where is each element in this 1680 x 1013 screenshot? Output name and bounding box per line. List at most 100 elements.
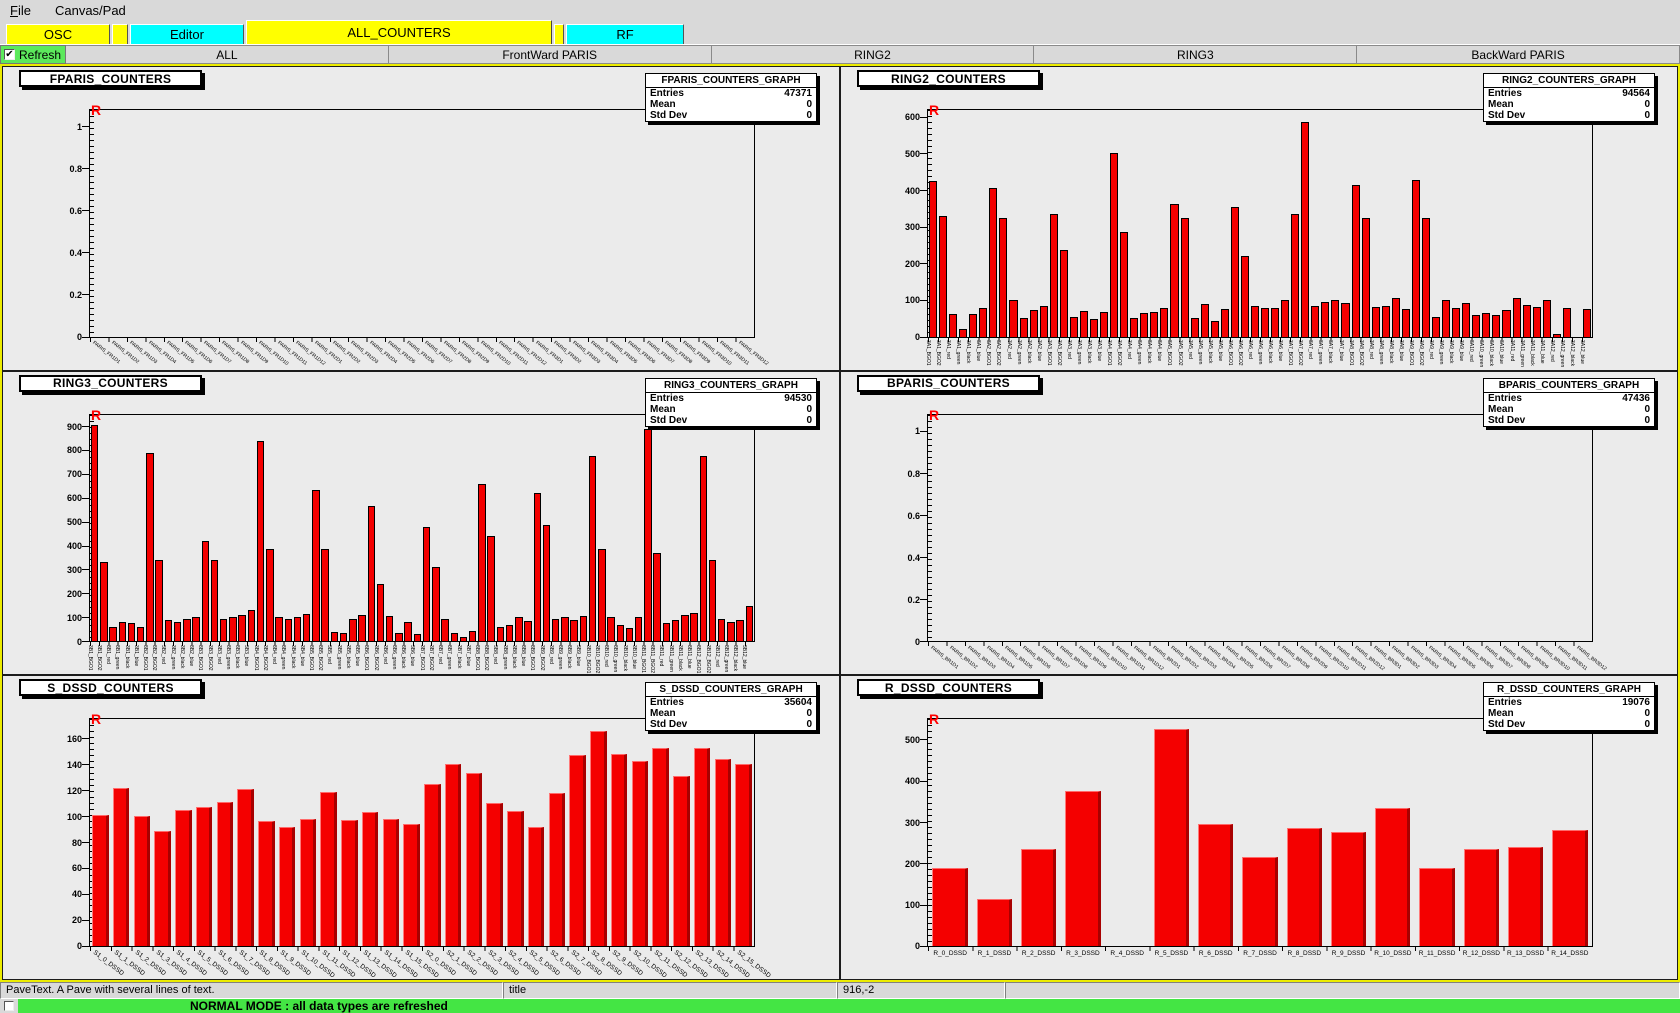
y-tick bbox=[82, 252, 90, 254]
stats-mean-value: 0 bbox=[806, 708, 812, 720]
view-tab-backward-paris-label: BackWard PARIS bbox=[1471, 47, 1565, 62]
histogram-title-box[interactable]: RING2_COUNTERS bbox=[857, 70, 1040, 87]
histogram-bar bbox=[478, 483, 486, 642]
y-tick-label: 20 bbox=[71, 915, 82, 926]
x-tick-label: 3B9_BGO2 bbox=[538, 644, 545, 671]
view-tab-ring3[interactable]: RING3 bbox=[1034, 45, 1358, 64]
y-tick bbox=[920, 430, 928, 432]
x-tick-label: R_3_DSSD bbox=[1066, 950, 1100, 958]
plot-frame: R 0 100 200 300 400 500 R_0_DSSD R_1_DSSD R_2_D… bbox=[905, 711, 1593, 957]
menu-canvas-pad[interactable]: Canvas/Pad bbox=[55, 3, 126, 18]
stats-entries-label: Entries bbox=[650, 392, 684, 404]
histogram-title-box[interactable]: R_DSSD_COUNTERS bbox=[857, 679, 1040, 697]
view-tab-ring2[interactable]: RING2 bbox=[711, 45, 1035, 64]
x-tick-label: 3A6_blue bbox=[1277, 340, 1284, 362]
stats-box[interactable]: RING2_COUNTERS_GRAPH Entries 94564 Mean 0 … bbox=[1483, 73, 1655, 122]
status-title-field[interactable]: title bbox=[503, 982, 837, 999]
histogram-bar bbox=[652, 747, 669, 946]
y-tick-label: 0.6 bbox=[907, 510, 920, 521]
x-tick-label: 3A11_red bbox=[1508, 340, 1515, 362]
histogram-title-box[interactable]: RING3_COUNTERS bbox=[19, 374, 202, 392]
x-tick-label: 3B9_red bbox=[547, 644, 554, 664]
histogram-bar bbox=[1401, 309, 1410, 337]
view-tab-backward-paris[interactable]: BackWard PARIS bbox=[1357, 45, 1680, 64]
x-tick-label: 3A7_green bbox=[1317, 340, 1324, 365]
x-axis-bin-ticks bbox=[90, 945, 754, 951]
histogram-title-box[interactable]: S_DSSD_COUNTERS bbox=[19, 679, 202, 697]
y-tick-label: 100 bbox=[66, 811, 82, 822]
y-tick bbox=[920, 226, 928, 228]
histogram-bar bbox=[1140, 312, 1149, 337]
histogram-bar bbox=[699, 456, 707, 642]
tab-stub[interactable] bbox=[554, 24, 564, 44]
stats-box[interactable]: S_DSSD_COUNTERS_GRAPH Entries 35604 Mean 0… bbox=[645, 682, 817, 732]
y-tick bbox=[920, 190, 928, 192]
tab-osc[interactable]: OSC bbox=[6, 24, 110, 44]
histogram-bar bbox=[133, 816, 151, 946]
histogram-bar bbox=[1330, 832, 1367, 946]
stats-mean-value: 0 bbox=[1644, 708, 1650, 720]
histogram-bar bbox=[155, 560, 163, 642]
x-tick-label: 3A1_black bbox=[965, 340, 972, 364]
histogram-bar bbox=[1331, 300, 1340, 337]
tab-editor[interactable]: Editor bbox=[130, 24, 244, 44]
x-tick-label: 3B1_BGO2 bbox=[95, 644, 102, 671]
x-tick-label: 3B10_BGO2 bbox=[593, 644, 600, 674]
stats-box[interactable]: FPARIS_COUNTERS_GRAPH Entries 47371 Mean 0… bbox=[645, 73, 817, 122]
canvas-pad[interactable]: BPARIS_COUNTERS BPARIS_COUNTERS_GRAPH En… bbox=[840, 370, 1678, 676]
y-tick bbox=[82, 641, 90, 643]
y-tick bbox=[82, 919, 90, 921]
y-tick bbox=[920, 822, 928, 823]
x-tick-label: R_10_DSSD bbox=[1374, 950, 1412, 958]
y-tick bbox=[82, 294, 90, 296]
y-tick-label: 0 bbox=[914, 941, 920, 952]
refresh-checkbox-icon[interactable]: ✔ bbox=[4, 49, 15, 60]
x-axis-bin-ticks bbox=[90, 641, 754, 647]
x-tick-label: 3B3_green bbox=[224, 644, 231, 670]
x-tick-label: 3B8_BGO2 bbox=[483, 644, 490, 671]
histogram-bar bbox=[1240, 256, 1249, 337]
histogram-title-box[interactable]: BPARIS_COUNTERS bbox=[857, 374, 1040, 392]
stats-box[interactable]: BPARIS_COUNTERS_GRAPH Entries 47436 Mean 0… bbox=[1483, 377, 1655, 427]
canvas-pad[interactable]: R_DSSD_COUNTERS R_DSSD_COUNTERS_GRAPH En… bbox=[840, 675, 1678, 980]
histogram-bar bbox=[1170, 204, 1179, 337]
x-tick-label: 3A11_blue bbox=[1538, 340, 1545, 364]
histogram-bar bbox=[1421, 218, 1431, 337]
view-tab-frontward-paris[interactable]: FrontWard PARIS bbox=[388, 45, 712, 64]
histogram-bar bbox=[1020, 849, 1057, 946]
canvas-pad[interactable]: RING2_COUNTERS RING2_COUNTERS_GRAPH Entr… bbox=[840, 66, 1678, 371]
x-tick-label: R_2_DSSD bbox=[1021, 950, 1056, 958]
y-tick-label: 0.4 bbox=[907, 552, 920, 563]
histogram-bar bbox=[579, 616, 588, 642]
stats-box[interactable]: RING3_COUNTERS_GRAPH Entries 94530 Mean 0 … bbox=[645, 377, 817, 427]
histogram-bar bbox=[341, 820, 358, 946]
histogram-bar bbox=[533, 493, 541, 642]
mode-checkbox[interactable] bbox=[4, 1001, 14, 1011]
view-tab-all[interactable]: ALL bbox=[66, 45, 389, 64]
tab-rf[interactable]: RF bbox=[566, 24, 684, 44]
y-tick-label: 1 bbox=[914, 426, 920, 437]
refresh-toggle[interactable]: ✔ Refresh bbox=[0, 45, 66, 64]
x-tick-label: 3A5_BGO2 bbox=[1176, 340, 1183, 366]
y-tick-label: 900 bbox=[66, 421, 82, 432]
view-tab-ring3-label: RING3 bbox=[1176, 47, 1214, 62]
x-tick-label: R_12_DSSD bbox=[1462, 950, 1500, 958]
stats-stddev-label: Std Dev bbox=[650, 110, 688, 121]
menu-file[interactable]: File bbox=[10, 3, 31, 18]
x-tick-label: 3A9_red bbox=[1428, 340, 1435, 359]
canvas-pad[interactable]: S_DSSD_COUNTERS S_DSSD_COUNTERS_GRAPH En… bbox=[2, 675, 840, 980]
x-tick-label: 3B3_blue bbox=[243, 644, 250, 666]
histogram-bar bbox=[1381, 306, 1390, 337]
menu-canvas-pad-label: Canvas/Pad bbox=[54, 2, 126, 18]
canvas-pad[interactable]: RING3_COUNTERS RING3_COUNTERS_GRAPH Entr… bbox=[2, 370, 840, 676]
histogram-title-box[interactable]: FPARIS_COUNTERS bbox=[19, 70, 202, 87]
histogram-bar bbox=[424, 783, 441, 946]
histogram-bar bbox=[607, 617, 615, 642]
x-tick-label: 3A6_red bbox=[1246, 340, 1253, 359]
x-tick-label: 3A11_green bbox=[1518, 340, 1525, 367]
tab-stub[interactable] bbox=[112, 24, 128, 44]
canvas-pad[interactable]: FPARIS_COUNTERS FPARIS_COUNTERS_GRAPH En… bbox=[2, 66, 840, 371]
tab-all_counters[interactable]: ALL_COUNTERS bbox=[246, 20, 552, 44]
stats-box[interactable]: R_DSSD_COUNTERS_GRAPH Entries 19076 Mean 0… bbox=[1483, 682, 1655, 732]
x-tick-label: 3A5_red bbox=[1186, 340, 1193, 359]
